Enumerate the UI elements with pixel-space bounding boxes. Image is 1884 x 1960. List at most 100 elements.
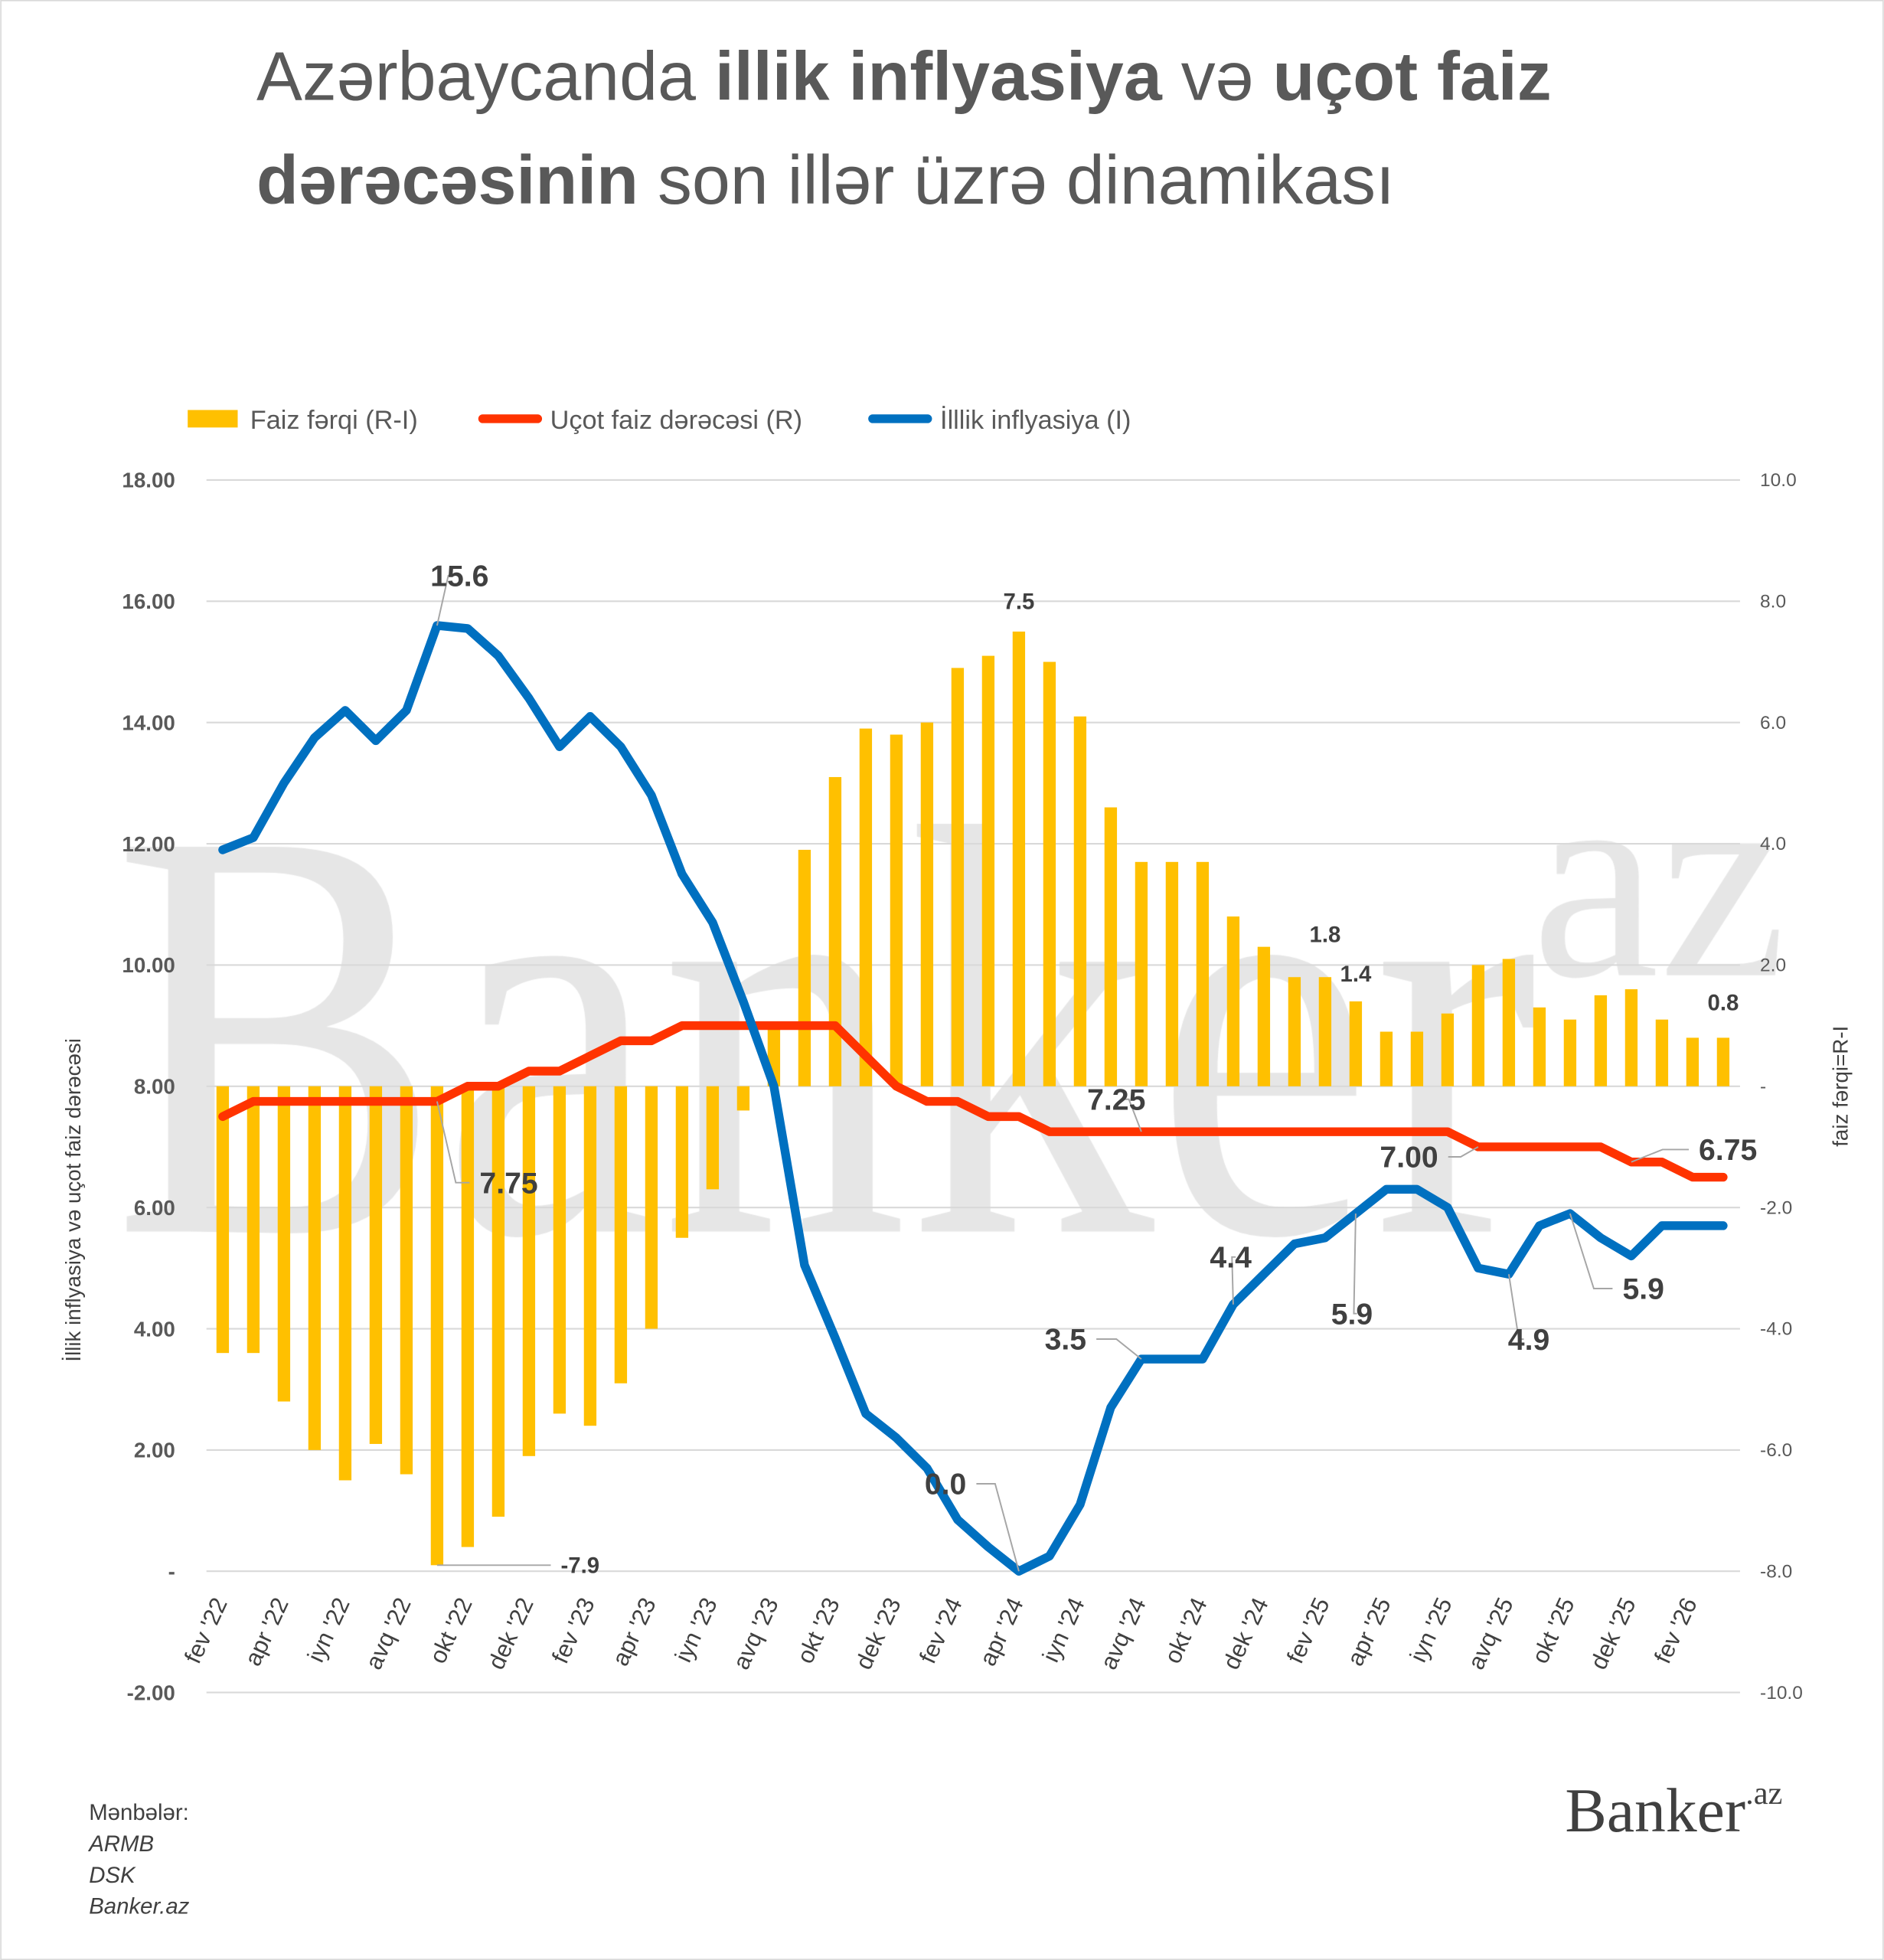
inflation-line	[218, 621, 1728, 1576]
spread-bar	[1318, 977, 1332, 1086]
spread-bar	[1502, 959, 1516, 1086]
spread-bar	[736, 1086, 750, 1111]
spread-bar	[1349, 1001, 1363, 1086]
y2-tick-label: 6.0	[1760, 713, 1786, 733]
spread-bar	[216, 1086, 230, 1354]
x-tick-label: apr '24	[974, 1593, 1028, 1670]
spread-bar	[1655, 1019, 1669, 1086]
legend-item: Faiz fərqi (R-I)	[250, 406, 418, 435]
y2-tick-label: 2.0	[1760, 956, 1786, 976]
y-tick-label: 18.00	[122, 469, 175, 492]
annotation-leader	[1096, 1338, 1142, 1360]
annotation-leader	[976, 1482, 1020, 1572]
spread-bar	[1410, 1031, 1424, 1086]
sources: Mənbələr: ARMB DSK Banker.az	[87, 1800, 189, 1919]
spread-bar	[706, 1086, 720, 1190]
data-label: -7.9	[561, 1553, 600, 1579]
y2-tick-label: -8.0	[1760, 1561, 1792, 1582]
series-lines	[218, 621, 1728, 1576]
y2-tick-label: -4.0	[1760, 1319, 1792, 1340]
x-tick-label: dek '23	[850, 1593, 906, 1674]
spread-bar	[369, 1086, 383, 1444]
data-label: 1.4	[1340, 962, 1371, 987]
spread-bar	[1165, 861, 1179, 1086]
annotation-leader	[1231, 1256, 1236, 1305]
y2-axis-label: faiz fərqi=R-I	[1828, 1026, 1852, 1147]
y-tick-label: 8.00	[134, 1075, 175, 1099]
x-tick-label: iyn '25	[1405, 1593, 1458, 1666]
data-label: 7.5	[1003, 590, 1034, 615]
y-tick-label: 4.00	[134, 1317, 175, 1341]
data-label: 15.6	[430, 560, 488, 593]
spread-bar	[1716, 1037, 1730, 1086]
spread-bar	[890, 734, 903, 1086]
legend: Faiz fərqi (R-I) Uçot faiz dərəcəsi (R) İl…	[188, 405, 1131, 435]
x-tick-label: dek '24	[1217, 1593, 1274, 1674]
x-tick-label: okt '22	[424, 1593, 478, 1668]
spread-bar	[461, 1086, 475, 1547]
y-tick-label: 12.00	[122, 832, 175, 856]
data-label: 7.25	[1087, 1083, 1145, 1116]
spread-bar	[583, 1086, 597, 1426]
spread-bar	[1563, 1019, 1577, 1086]
spread-bar	[1226, 916, 1240, 1086]
data-label: 6.75	[1699, 1134, 1757, 1167]
y2-tick-label: -2.0	[1760, 1197, 1792, 1218]
x-tick-label: avq '22	[360, 1593, 416, 1674]
spread-bar	[645, 1086, 658, 1329]
x-tick-label: apr '25	[1341, 1593, 1396, 1670]
spread-bar	[1104, 807, 1118, 1086]
source-item: DSK	[89, 1863, 136, 1888]
data-label: 5.9	[1331, 1298, 1373, 1331]
x-tick-label: fev '23	[547, 1593, 600, 1668]
data-label: 5.9	[1622, 1273, 1664, 1306]
x-tick-label: iyn '23	[670, 1593, 723, 1666]
source-item: ARMB	[87, 1831, 154, 1857]
legend-item: Uçot faiz dərəcəsi (R)	[550, 406, 802, 435]
x-tick-label: fev '24	[914, 1593, 968, 1668]
y-axis-left: 18.00 16.00 14.00 12.00 10.00 8.00 6.00 4.00 2.0…	[122, 469, 175, 1705]
x-tick-label: iyn '24	[1037, 1593, 1090, 1666]
spread-bar	[1533, 1007, 1546, 1086]
legend-swatch-bar	[188, 410, 238, 428]
y-axis-right: 10.0 8.0 6.0 4.0 2.0 - -2.0 -4.0 -6.0 -8.0 -10.0	[1760, 470, 1803, 1704]
logo-main: Banker	[1565, 1775, 1745, 1845]
data-label: 0.0	[925, 1468, 966, 1501]
x-tick-label: avq '24	[1095, 1593, 1151, 1674]
spread-bar	[400, 1086, 413, 1475]
data-label: 0.8	[1707, 991, 1739, 1016]
annotation-leader	[1631, 1148, 1690, 1163]
y-tick-label: -2.00	[127, 1681, 175, 1704]
title-part: və	[1162, 39, 1273, 116]
y-tick-label: 6.00	[134, 1196, 175, 1220]
spread-bar	[798, 849, 811, 1086]
y-tick-label: 16.00	[122, 590, 175, 613]
spread-bar	[1471, 965, 1485, 1086]
x-tick-label: dek '25	[1585, 1593, 1641, 1674]
data-label: 4.4	[1210, 1242, 1252, 1275]
x-tick-label: apr '23	[606, 1593, 661, 1670]
spread-bar	[1686, 1037, 1700, 1086]
spread-bar	[491, 1086, 505, 1517]
spread-bar	[1257, 946, 1271, 1086]
spread-bar	[277, 1086, 291, 1402]
annotations: 15.6 7.75 -7.9 7.5 0.0 7.25 3.5 4.4 5.9 1.81.4 7.0…	[430, 560, 1757, 1578]
annotation-leader	[1353, 1214, 1357, 1315]
title-part: illik inflyasiya	[715, 39, 1163, 116]
y-tick-label: 14.00	[122, 710, 175, 734]
title-line1: Azərbaycanda illik inflyasiya və uçot fa…	[256, 39, 1552, 116]
data-label: 7.00	[1380, 1142, 1438, 1174]
x-tick-label: okt '25	[1526, 1593, 1580, 1668]
x-tick-label: avq '23	[727, 1593, 784, 1674]
data-label: 7.75	[479, 1167, 537, 1200]
annotation-leader	[1569, 1213, 1613, 1289]
spread-bar	[920, 722, 934, 1086]
spread-bar	[1043, 662, 1056, 1086]
rate-line	[218, 1021, 1728, 1182]
spread-bar	[1441, 1013, 1455, 1086]
title-part: Azərbaycanda	[256, 39, 715, 116]
spread-bar	[1594, 995, 1608, 1086]
